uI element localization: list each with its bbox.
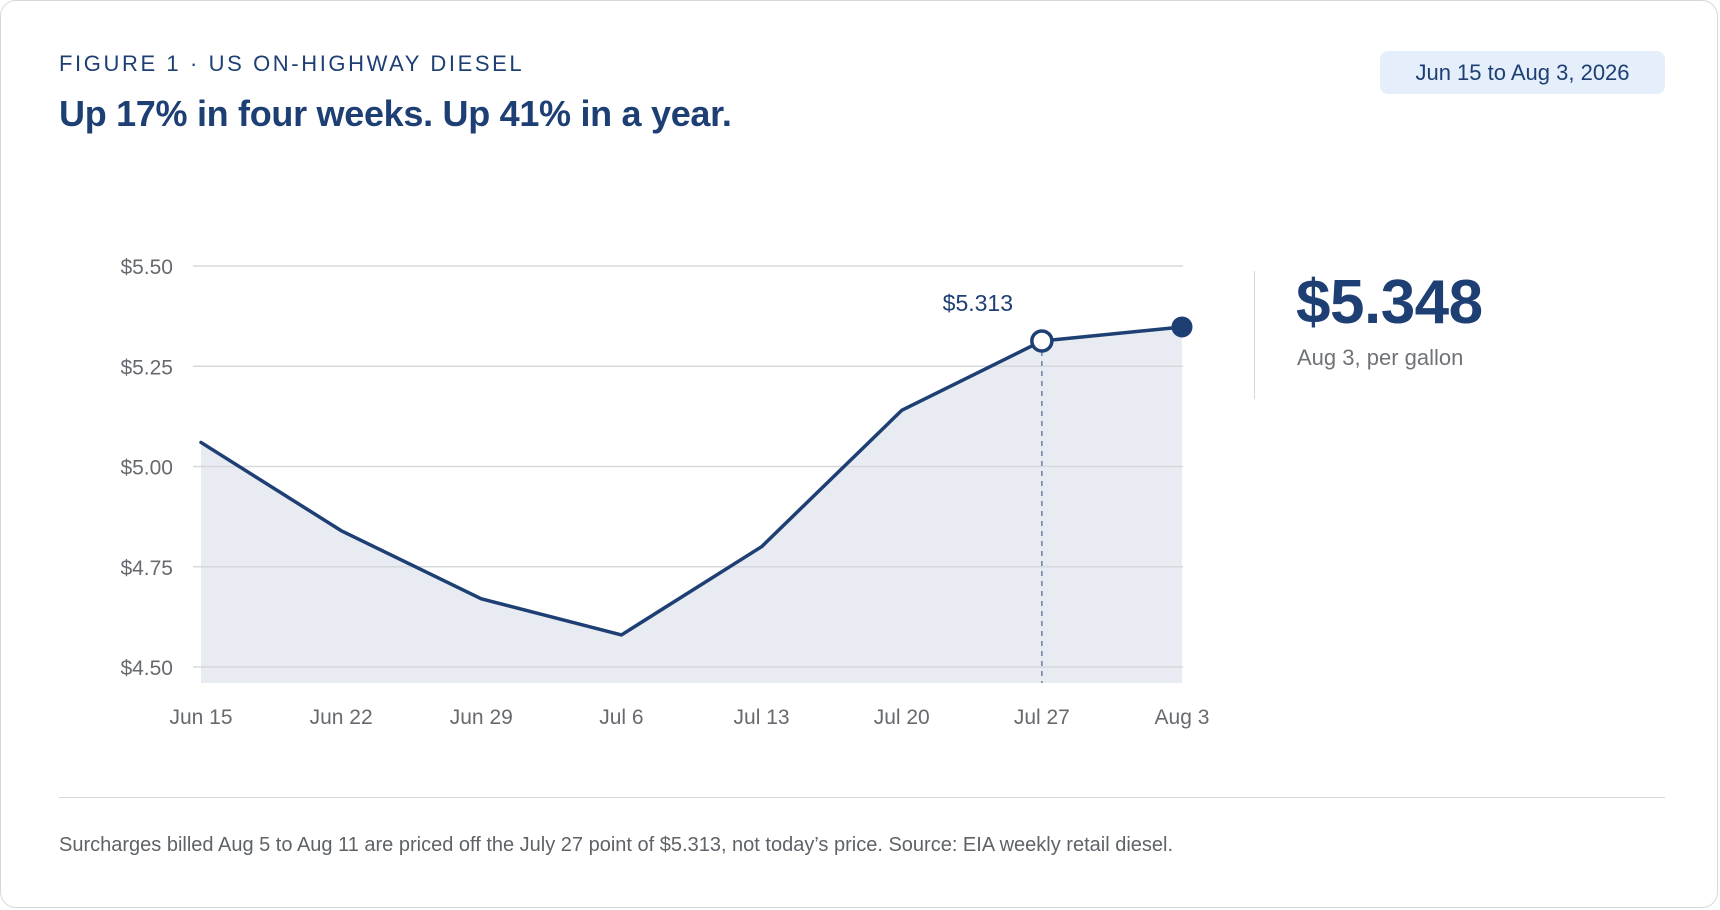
annotation-label: $5.313 bbox=[943, 290, 1013, 316]
current-price-caption: Aug 3, per gallon bbox=[1297, 345, 1464, 370]
series-line bbox=[199, 325, 1184, 637]
x-tick-label: Aug 3 bbox=[1155, 706, 1210, 729]
y-tick-label: $5.25 bbox=[120, 356, 173, 379]
footnote-divider bbox=[59, 797, 1665, 798]
y-tick-label: $5.00 bbox=[120, 457, 173, 480]
x-tick-label: Jul 20 bbox=[874, 706, 930, 729]
date-range-badge: Jun 15 to Aug 3, 2026 bbox=[1380, 51, 1665, 94]
x-tick-label: Jul 13 bbox=[734, 706, 790, 729]
x-tick-label: Jul 6 bbox=[599, 706, 643, 729]
annotation-point bbox=[1030, 329, 1054, 353]
current-price-value: $5.348 bbox=[1296, 268, 1483, 337]
x-tick-label: Jun 29 bbox=[450, 706, 513, 729]
figure-headline: Up 17% in four weeks. Up 41% in a year. bbox=[59, 93, 732, 134]
figure-eyebrow: FIGURE 1 · US ON-HIGHWAY DIESEL bbox=[59, 51, 525, 76]
y-tick-label: $4.50 bbox=[120, 657, 173, 680]
y-tick-label: $4.75 bbox=[120, 557, 173, 580]
x-tick-label: Jun 22 bbox=[310, 706, 373, 729]
latest-point bbox=[1171, 316, 1193, 338]
y-tick-label: $5.50 bbox=[120, 256, 173, 279]
x-tick-label: Jun 15 bbox=[169, 706, 232, 729]
footnote: Surcharges billed Aug 5 to Aug 11 are pr… bbox=[59, 834, 1174, 856]
callout-divider bbox=[1254, 271, 1255, 399]
series-area bbox=[201, 326, 1182, 683]
x-tick-label: Jul 27 bbox=[1014, 706, 1070, 729]
